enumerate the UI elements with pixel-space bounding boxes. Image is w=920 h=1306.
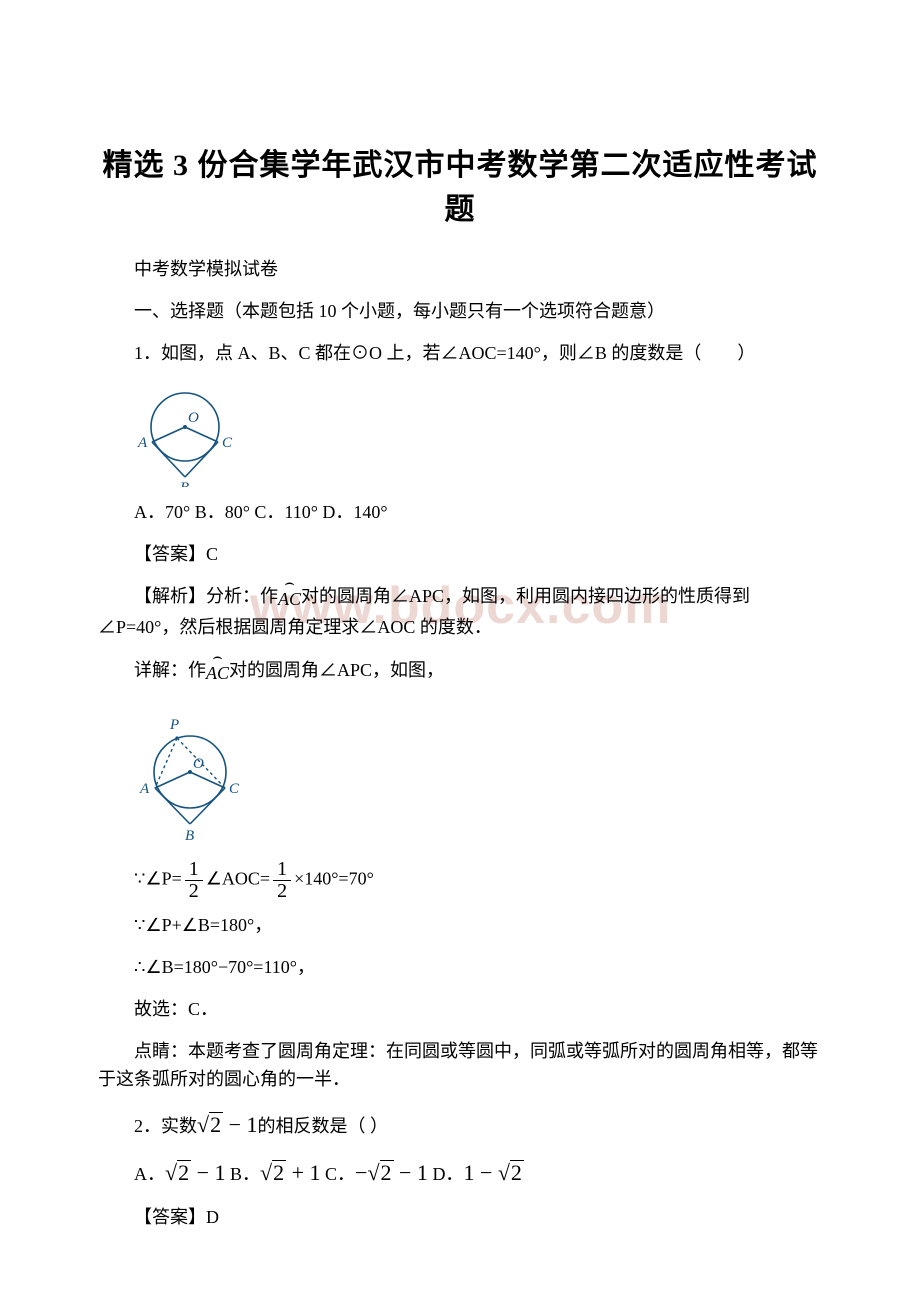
q1-analysis: 【解析】分析：作AC对的圆周角∠APC，如图，利用圆内接四边形的性质得到∠P=4…: [98, 582, 822, 642]
frac-half-1: 12: [185, 859, 203, 902]
q2-opt-a-expr: √2 − 1: [165, 1160, 226, 1185]
fig2-label-p: P: [169, 717, 179, 733]
frac-den: 2: [273, 881, 291, 902]
q1-calc1: ∵∠P=12∠AOC=12×140°=70°: [134, 859, 822, 902]
q1-answer: 【答案】C: [98, 541, 822, 569]
q2-prompt: 2．实数√2 − 1的相反数是（ ）: [98, 1108, 822, 1142]
fig1-label-o: O: [188, 410, 199, 426]
fig2-label-a: A: [139, 781, 150, 797]
page-title: 精选 3 份合集学年武汉市中考数学第二次适应性考试题: [98, 140, 822, 228]
frac-den: 2: [185, 881, 203, 902]
fig1-line-oc: [185, 427, 218, 442]
sqrt-val: 2: [510, 1160, 524, 1185]
fig1-label-a: A: [137, 435, 148, 451]
q1-detail-suffix: 对的圆周角∠APC，如图，: [229, 660, 444, 680]
section-heading: 一、选择题（本题包括 10 个小题，每小题只有一个选项符合题意）: [98, 298, 822, 326]
fig2-line-oc: [190, 772, 225, 788]
q1-figure-2: O A C B P: [130, 702, 822, 847]
frac-half-2: 12: [273, 859, 291, 902]
fig2-label-b: B: [185, 828, 194, 844]
q2-opt-b-label: B．: [230, 1164, 260, 1184]
subtitle: 中考数学模拟试卷: [98, 256, 822, 284]
frac-num: 1: [185, 859, 203, 881]
q1-calc3: ∴∠B=180°−70°=110°，: [134, 954, 822, 982]
fig1-line-cb: [185, 442, 218, 477]
q1-calc1-prefix: ∵∠P=: [134, 869, 182, 889]
sqrt-val: 2: [272, 1160, 286, 1185]
fig1-label-b: B: [180, 480, 189, 487]
q1-calc2: ∵∠P+∠B=180°，: [134, 912, 822, 940]
q2-options: A．√2 − 1 B．√2 + 1 C．−√2 − 1 D．1 − √2: [134, 1156, 822, 1190]
sqrt-val: 2: [380, 1160, 394, 1185]
arc-ac-2: AC: [206, 656, 229, 688]
q1-detail-prefix: 详解：作: [134, 660, 206, 680]
q1-figure-1: O A C B: [130, 382, 822, 487]
fig1-label-c: C: [222, 435, 233, 451]
q1-calc1-mid: ∠AOC=: [206, 869, 270, 889]
q2-opt-c-expr: −√2 − 1: [355, 1160, 428, 1185]
q2-prompt-prefix: 2．实数: [134, 1116, 197, 1136]
q2-opt-b-expr: √2 + 1: [260, 1160, 321, 1185]
fig2-label-o: O: [193, 756, 204, 772]
fig2-line-oa: [155, 772, 190, 788]
q1-prompt: 1．如图，点 A、B、C 都在⊙O 上，若∠AOC=140°，则∠B 的度数是（…: [98, 340, 822, 368]
q2-opt-d-label: D．: [432, 1164, 463, 1184]
q2-prompt-expr: √2 − 1: [197, 1112, 258, 1137]
q1-calc4: 故选：C．: [134, 996, 822, 1024]
fig1-line-oa: [152, 427, 185, 442]
q2-answer: 【答案】D: [134, 1204, 822, 1232]
sqrt-val: 2: [209, 1112, 223, 1137]
fig2-label-c: C: [229, 781, 240, 797]
q2-opt-c-label: C．: [325, 1164, 355, 1184]
q2-prompt-suffix: 的相反数是（ ）: [258, 1116, 389, 1136]
q1-analysis-prefix: 【解析】分析：作: [134, 587, 278, 607]
q2-opt-d-expr: 1 − √2: [463, 1160, 523, 1185]
arc-ac-1: AC: [278, 582, 301, 614]
q2-opt-a-label: A．: [134, 1164, 165, 1184]
frac-num: 1: [273, 859, 291, 881]
fig1-line-ab: [152, 442, 185, 477]
sqrt-val: 2: [177, 1160, 191, 1185]
fig2-line-ab: [155, 788, 190, 824]
fig2-line-cb: [190, 788, 225, 824]
q1-options: A．70° B．80° C．110° D．140°: [98, 499, 822, 527]
q1-comment: 点睛：本题考查了圆周角定理：在同圆或等圆中，同弧或等弧所对的圆周角相等，都等于这…: [98, 1038, 822, 1094]
q1-calc1-suffix: ×140°=70°: [294, 869, 374, 889]
q1-detail-line: 详解：作AC对的圆周角∠APC，如图，: [98, 656, 822, 688]
